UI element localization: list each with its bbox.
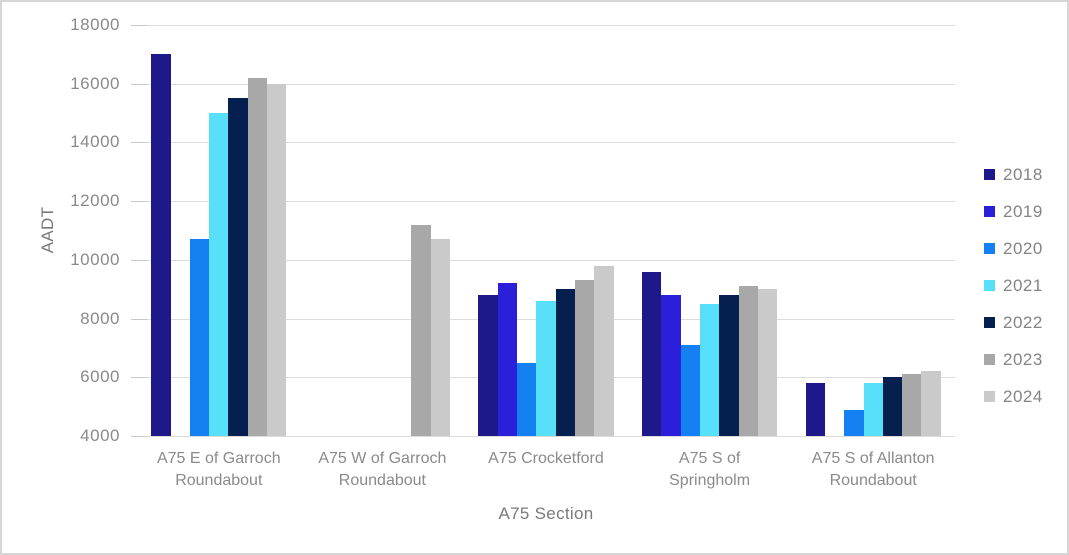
y-axis-tickmark [131, 201, 147, 203]
y-axis-tickmark [131, 318, 147, 320]
gridline [137, 436, 955, 437]
legend-item-2024: 2024 [984, 378, 1043, 415]
legend-swatch-icon [984, 280, 995, 291]
legend-item-2021: 2021 [984, 267, 1043, 304]
x-axis-category-label: A75 S of Springholm [628, 448, 792, 492]
legend-label: 2018 [1003, 164, 1043, 184]
bar-2020 [680, 344, 700, 436]
bar-2022 [228, 98, 248, 436]
bar-2018 [478, 295, 498, 436]
bar-2023 [902, 374, 922, 436]
x-axis-category-label-line: Springholm [669, 472, 751, 489]
legend-swatch-icon [984, 354, 995, 365]
bar-2020 [517, 362, 537, 436]
x-axis-category-label-line: Roundabout [829, 472, 917, 489]
bar-2021 [536, 300, 556, 436]
legend-label: 2024 [1003, 386, 1043, 406]
y-axis-tick-label: 12000 [70, 191, 120, 211]
y-axis-tick-label: 6000 [80, 367, 120, 387]
legend-swatch-icon [984, 317, 995, 328]
x-axis-category-label-line: A75 Crocketford [488, 450, 604, 467]
bar-2022 [719, 295, 739, 436]
y-axis-tick-label: 14000 [70, 132, 120, 152]
x-axis-category-label: A75 Crocketford [464, 448, 628, 470]
x-axis-category-label-line: A75 W of Garroch [318, 450, 447, 467]
x-axis-category-label: A75 E of Garroch Roundabout [137, 448, 301, 492]
x-axis-category-label: A75 S of Allanton Roundabout [791, 448, 955, 492]
y-axis-tickmark [131, 259, 147, 261]
legend-item-2023: 2023 [984, 341, 1043, 378]
x-axis-category-label-line: A75 S of [678, 450, 741, 467]
legend-item-2022: 2022 [984, 304, 1043, 341]
bar-2019 [661, 295, 681, 436]
y-axis-tickmark [131, 25, 147, 26]
bar-2018 [151, 54, 171, 436]
gridline [137, 201, 955, 203]
legend-swatch-icon [984, 243, 995, 254]
bar-2024 [921, 371, 941, 436]
bar-2023 [247, 77, 268, 436]
y-axis-tickmark [131, 377, 147, 379]
bar-2022 [555, 289, 575, 436]
bar-2023 [738, 286, 758, 436]
legend-label: 2021 [1003, 275, 1043, 295]
bar-2020 [844, 409, 864, 436]
legend-item-2019: 2019 [984, 193, 1043, 230]
x-axis-category-label-line: A75 E of Garroch [156, 450, 281, 467]
legend-item-2020: 2020 [984, 230, 1043, 267]
legend: 2018 2019 2020 2021 2022 2023 2024 [984, 156, 1043, 415]
bar-2018 [805, 383, 825, 436]
bar-2018 [642, 271, 662, 436]
legend-label: 2019 [1003, 201, 1043, 221]
x-axis-category-label-line: Roundabout [175, 472, 263, 489]
legend-swatch-icon [984, 206, 995, 217]
bar-2023 [411, 224, 431, 436]
legend-label: 2022 [1003, 312, 1043, 332]
gridline [137, 83, 955, 85]
x-axis-category-label-line: Roundabout [338, 472, 426, 489]
x-axis-category-label: A75 W of Garroch Roundabout [301, 448, 465, 492]
x-axis-category-label-line: A75 S of Allanton [811, 450, 935, 467]
y-axis-tickmark [131, 142, 147, 144]
y-axis-tick-label: 18000 [70, 15, 120, 34]
legend-swatch-icon [984, 169, 995, 180]
bar-2021 [863, 383, 883, 436]
y-axis-tickmark [131, 83, 147, 85]
y-axis-tick-label: 8000 [80, 308, 120, 328]
bar-2021 [699, 303, 720, 436]
gridline [137, 25, 955, 26]
y-axis-title: AADT [38, 206, 57, 254]
gridline [137, 259, 955, 261]
y-axis-tick-label: 10000 [70, 249, 120, 269]
bar-2022 [882, 377, 903, 436]
legend-label: 2023 [1003, 349, 1043, 369]
bar-2024 [430, 239, 450, 436]
bar-2020 [189, 239, 210, 436]
bar-2024 [594, 265, 614, 436]
bar-2024 [267, 83, 287, 436]
gridline [137, 142, 955, 144]
bar-2019 [497, 283, 518, 436]
x-axis-title: A75 Section [498, 504, 594, 523]
bar-2024 [757, 289, 778, 436]
bar-2021 [209, 113, 229, 436]
bar-2023 [574, 280, 595, 436]
legend-label: 2020 [1003, 238, 1043, 258]
y-axis-tick-label: 16000 [70, 73, 120, 93]
y-axis-tick-label: 4000 [80, 426, 120, 445]
legend-item-2018: 2018 [984, 156, 1043, 193]
y-axis-tickmark [131, 436, 147, 437]
legend-swatch-icon [984, 391, 995, 402]
